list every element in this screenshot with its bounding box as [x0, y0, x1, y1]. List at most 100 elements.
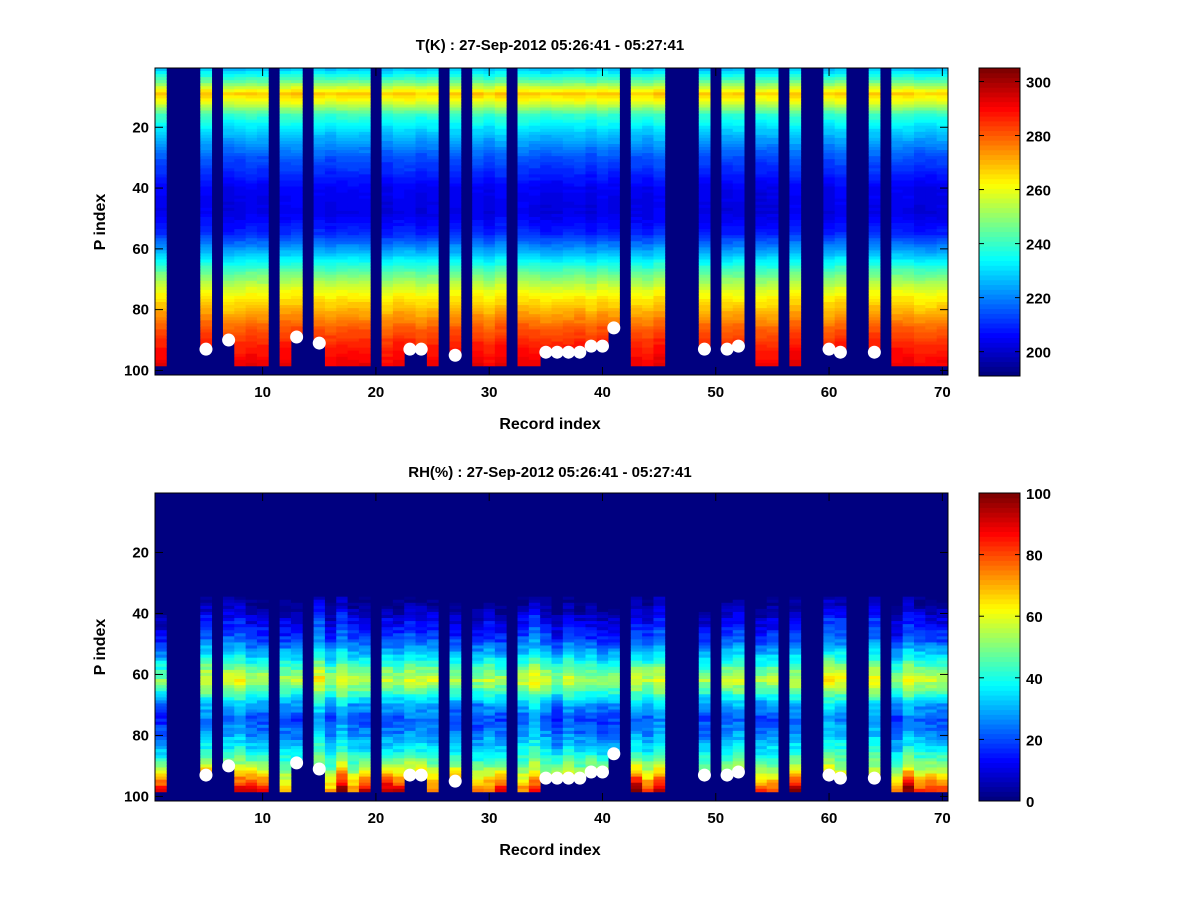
t-cell — [393, 208, 405, 211]
t-cell — [450, 238, 462, 241]
t-cell — [234, 253, 246, 256]
t-cell — [472, 290, 484, 293]
t-cell — [518, 120, 530, 123]
t-cell — [234, 278, 246, 281]
t-cell — [552, 199, 564, 202]
t-cell — [925, 211, 937, 214]
x-tick-label: 40 — [594, 384, 611, 401]
t-cell — [450, 342, 462, 345]
t-cell — [427, 77, 439, 80]
t-cell — [767, 141, 779, 144]
t-cell — [585, 269, 597, 272]
t-cell — [416, 153, 428, 156]
t-cell — [427, 232, 439, 235]
t-cell — [200, 193, 212, 196]
t-cell — [914, 95, 926, 98]
t-cell — [280, 342, 292, 345]
t-cell — [336, 162, 348, 165]
t-cell — [869, 214, 881, 217]
t-cell — [495, 244, 507, 247]
t-cell — [495, 101, 507, 104]
t-cell — [574, 165, 586, 168]
t-cell — [699, 98, 711, 101]
t-cell — [257, 217, 269, 220]
t-cell — [336, 269, 348, 272]
t-cell — [608, 284, 620, 287]
t-cell — [348, 299, 360, 302]
rh-cell — [223, 661, 235, 664]
t-cell — [359, 117, 371, 120]
t-cell — [903, 168, 915, 171]
t-cell — [914, 132, 926, 135]
t-cell — [721, 190, 733, 193]
t-cell — [280, 92, 292, 95]
t-cell — [450, 174, 462, 177]
rh-cell — [223, 676, 235, 679]
t-cell — [155, 86, 167, 89]
t-cell — [891, 193, 903, 196]
t-cell — [450, 326, 462, 329]
t-cell — [733, 293, 745, 296]
t-cell — [404, 101, 416, 104]
t-cell — [540, 193, 552, 196]
t-cell — [631, 287, 643, 290]
t-cell — [257, 287, 269, 290]
t-marker — [415, 343, 428, 356]
t-cell — [325, 208, 337, 211]
t-cell — [223, 205, 235, 208]
t-cell — [257, 117, 269, 120]
t-cell — [823, 98, 835, 101]
t-cell — [427, 68, 439, 71]
t-cell — [529, 180, 541, 183]
t-cell — [325, 305, 337, 308]
t-cell — [382, 232, 394, 235]
t-cell — [495, 317, 507, 320]
t-cell — [348, 208, 360, 211]
t-cell — [404, 92, 416, 95]
t-cell — [823, 162, 835, 165]
t-cell — [314, 217, 326, 220]
t-cell — [642, 260, 654, 263]
t-cell — [416, 132, 428, 135]
t-cell — [495, 235, 507, 238]
t-cell — [291, 177, 303, 180]
t-cell — [835, 108, 847, 111]
t-cell — [891, 77, 903, 80]
t-cell — [891, 354, 903, 357]
t-cell — [540, 187, 552, 190]
t-cell — [869, 123, 881, 126]
t-cell — [223, 141, 235, 144]
rh-cell — [155, 658, 167, 661]
rh-cell — [223, 542, 235, 545]
t-cell — [427, 129, 439, 132]
t-cell — [359, 345, 371, 348]
t-cell — [891, 196, 903, 199]
t-cell — [529, 217, 541, 220]
t-cell — [472, 193, 484, 196]
t-cell — [721, 305, 733, 308]
t-cell — [348, 199, 360, 202]
t-cell — [574, 229, 586, 232]
t-cell — [348, 320, 360, 323]
colorbar-segment — [979, 323, 1020, 328]
t-cell — [733, 77, 745, 80]
t-cell — [450, 108, 462, 111]
rh-cell — [155, 728, 167, 731]
t-cell — [291, 238, 303, 241]
t-cell — [359, 281, 371, 284]
t-cell — [552, 114, 564, 117]
t-cell — [653, 150, 665, 153]
t-cell — [529, 71, 541, 74]
t-cell — [529, 199, 541, 202]
t-cell — [404, 135, 416, 138]
t-cell — [155, 120, 167, 123]
t-cell — [869, 171, 881, 174]
rh-cell — [155, 786, 167, 789]
t-cell — [642, 299, 654, 302]
t-cell — [234, 123, 246, 126]
t-cell — [721, 156, 733, 159]
t-cell — [246, 193, 258, 196]
t-cell — [314, 305, 326, 308]
t-cell — [925, 184, 937, 187]
t-marker — [823, 343, 836, 356]
